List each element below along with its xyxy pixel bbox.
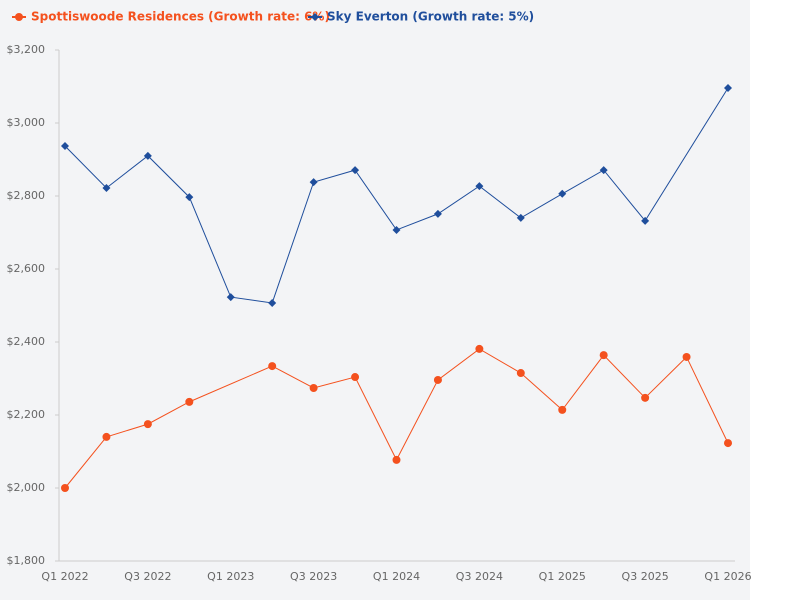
point (143, 420, 152, 429)
point (185, 397, 194, 406)
y-tick-label: $2,600 (7, 262, 46, 275)
point (599, 166, 608, 175)
legend-label: Sky Everton (Growth rate: 5%) (327, 10, 534, 24)
series-line (64, 348, 729, 489)
point (143, 151, 152, 160)
point (226, 293, 235, 302)
point (392, 455, 401, 464)
point (724, 83, 732, 92)
point (516, 213, 525, 222)
x-tick-label: Q1 2026 (704, 570, 751, 583)
point (268, 362, 277, 371)
point (516, 369, 525, 378)
point (641, 216, 650, 225)
point (475, 344, 484, 353)
x-tick-label: Q1 2025 (539, 570, 586, 583)
y-tick-label: $2,800 (7, 189, 46, 202)
y-tick-label: $3,000 (7, 116, 46, 129)
point (61, 484, 69, 492)
y-tick-label: $1,800 (7, 554, 46, 567)
background (0, 0, 750, 600)
point (311, 13, 319, 21)
point (641, 393, 650, 402)
point (351, 166, 360, 175)
point (185, 193, 194, 202)
point (724, 439, 732, 448)
y-tick-label: $2,000 (7, 481, 46, 494)
x-tick-label: Q3 2024 (456, 570, 503, 583)
point (433, 209, 442, 218)
x-tick-label: Q3 2023 (290, 570, 337, 583)
point (351, 373, 360, 382)
y-tick-label: $2,200 (7, 408, 46, 421)
point (558, 189, 567, 198)
point (309, 383, 318, 392)
point (433, 375, 442, 384)
point (61, 141, 69, 150)
point (268, 298, 277, 307)
x-tick-label: Q1 2022 (41, 570, 88, 583)
x-tick-label: Q3 2022 (124, 570, 171, 583)
series-line (64, 87, 729, 304)
x-tick-label: Q3 2025 (622, 570, 669, 583)
y-tick-label: $2,400 (7, 335, 46, 348)
point (475, 182, 484, 191)
point (15, 13, 23, 21)
point (102, 183, 111, 192)
legend-label: Spottiswoode Residences (Growth rate: 6%… (31, 10, 330, 24)
point (558, 405, 567, 414)
point (309, 178, 318, 187)
point (102, 432, 111, 441)
point (392, 225, 401, 234)
x-tick-label: Q1 2024 (373, 570, 420, 583)
point (682, 352, 691, 361)
y-tick-label: $3,200 (7, 43, 46, 56)
x-tick-label: Q1 2023 (207, 570, 254, 583)
point (599, 351, 608, 360)
